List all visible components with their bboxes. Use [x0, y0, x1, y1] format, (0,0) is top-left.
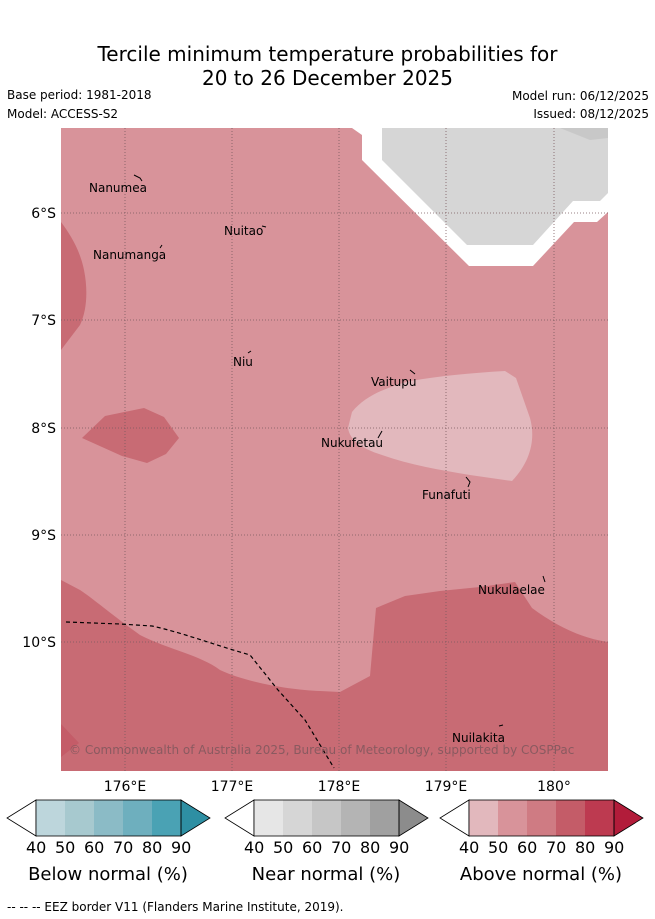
below-tick-60: 60	[84, 838, 105, 857]
lat-label-6s: 6°S	[31, 206, 56, 222]
above-normal-40-region	[348, 371, 533, 481]
map-copyright: © Commonwealth of Australia 2025, Bureau…	[69, 743, 574, 757]
below-normal-label: Below normal (%)	[28, 864, 188, 885]
below-tick-90: 90	[171, 838, 192, 857]
above-tick-60: 60	[517, 838, 538, 857]
place-nukulaelae: Nukulaelae	[478, 583, 545, 597]
place-nukufetau: Nukufetau	[321, 436, 383, 450]
above-tick-50: 50	[488, 838, 509, 857]
above-colorbar-swatch	[469, 800, 498, 836]
above-tick-80: 80	[575, 838, 596, 857]
below-colorbar-high-tip	[180, 799, 211, 837]
lon-label-176e: 176°E	[104, 779, 147, 795]
lat-label-8s: 8°S	[31, 421, 56, 437]
below-colorbar-outline	[35, 799, 182, 837]
below-colorbar-swatch	[65, 800, 94, 836]
near-tick-40: 40	[244, 838, 265, 857]
above-colorbar-swatch	[527, 800, 556, 836]
place-nuitao: Nuitao	[224, 224, 263, 238]
model-name: Model: ACCESS-S2	[7, 107, 119, 121]
below-colorbar-low-tip	[6, 799, 37, 837]
near-tick-50: 50	[273, 838, 294, 857]
place-niu: Niu	[233, 355, 253, 369]
above-normal-80-corner	[61, 724, 79, 757]
near-tick-90: 90	[389, 838, 410, 857]
below-tick-40: 40	[26, 838, 47, 857]
eez-border-line	[65, 621, 335, 769]
below-colorbar-swatch	[152, 800, 181, 836]
below-tick-50: 50	[55, 838, 76, 857]
lat-gridlines	[61, 212, 608, 643]
near-normal-60-region	[560, 128, 608, 140]
above-colorbar-swatch	[556, 800, 585, 836]
above-normal-70-island-region	[82, 408, 179, 463]
above-normal-70-south-region	[61, 580, 608, 771]
above-tick-40: 40	[459, 838, 480, 857]
above-colorbar-high-tip	[613, 799, 644, 837]
model-run: Model run: 06/12/2025	[511, 89, 649, 103]
above-colorbar-low-tip	[439, 799, 470, 837]
above-normal-70-west-region	[61, 222, 87, 350]
near-colorbar-low-tip	[224, 799, 255, 837]
near-tick-80: 80	[360, 838, 381, 857]
above-colorbar-outline	[468, 799, 615, 837]
lon-label-177e: 177°E	[211, 779, 254, 795]
near-colorbar-swatch	[312, 800, 341, 836]
below-colorbar-swatch	[36, 800, 65, 836]
title-line-1: Tercile minimum temperature probabilitie…	[97, 42, 558, 66]
near-colorbar-high-tip	[398, 799, 429, 837]
place-vaitupu: Vaitupu	[371, 375, 417, 389]
lat-label-7s: 7°S	[31, 313, 56, 329]
near-colorbar-outline	[253, 799, 400, 837]
lon-label-179e: 179°E	[425, 779, 468, 795]
near-normal-50-region	[382, 128, 608, 245]
above-normal-label: Above normal (%)	[459, 864, 623, 885]
colorbars	[6, 799, 644, 837]
lon-label-178e: 178°E	[318, 779, 361, 795]
near-colorbar-swatch	[283, 800, 312, 836]
base-period: Base period: 1981-2018	[7, 88, 152, 102]
near-normal-label: Near normal (%)	[251, 864, 401, 885]
above-tick-70: 70	[546, 838, 567, 857]
above-colorbar-swatch	[498, 800, 527, 836]
below-colorbar-swatch	[94, 800, 123, 836]
lat-label-10s: 10°S	[22, 635, 56, 651]
place-nuilakita: Nuilakita	[452, 731, 505, 745]
lat-label-9s: 9°S	[31, 528, 56, 544]
lon-gridlines	[124, 128, 555, 771]
near-colorbar-swatch	[370, 800, 399, 836]
near-colorbar-swatch	[254, 800, 283, 836]
eez-footnote: -- -- -- EEZ border V11 (Flanders Marine…	[7, 900, 344, 914]
place-nanumanga: Nanumanga	[93, 248, 166, 262]
above-tick-90: 90	[604, 838, 625, 857]
issued-date: Issued: 08/12/2025	[533, 107, 649, 121]
title-line-2: 20 to 26 December 2025	[201, 66, 453, 90]
below-colorbar-swatch	[123, 800, 152, 836]
island-shapes	[133, 174, 546, 727]
below-tick-80: 80	[142, 838, 163, 857]
place-nanumea: Nanumea	[89, 181, 147, 195]
near-colorbar-swatch	[341, 800, 370, 836]
below-tick-70: 70	[113, 838, 134, 857]
near-tick-60: 60	[302, 838, 323, 857]
near-tick-70: 70	[331, 838, 352, 857]
place-funafuti: Funafuti	[422, 488, 471, 502]
above-colorbar-swatch	[585, 800, 614, 836]
lon-label-180: 180°	[537, 779, 571, 795]
